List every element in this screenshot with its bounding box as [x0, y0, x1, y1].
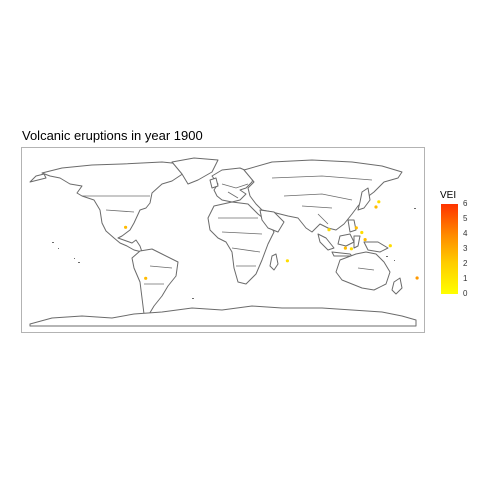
asia [243, 159, 403, 233]
small-islands [52, 208, 416, 299]
eruption-marker [415, 276, 419, 280]
sulawesi [353, 235, 361, 249]
java [331, 251, 353, 257]
eruption-marker [377, 200, 381, 204]
map-title: Volcanic eruptions in year 1900 [22, 128, 203, 143]
legend-tick-label: 3 [463, 244, 468, 253]
landmasses [29, 157, 417, 327]
greenland [171, 157, 219, 185]
eruption-marker [144, 276, 148, 280]
legend-title: VEI [440, 190, 457, 201]
madagascar [269, 253, 279, 271]
eruption-marker [349, 247, 353, 251]
new-guinea [363, 241, 389, 253]
eruption-marker [360, 230, 364, 235]
legend-tick-label: 5 [463, 214, 468, 223]
eruption-marker [343, 246, 347, 250]
sumatra [317, 233, 335, 251]
eruption-marker [285, 259, 289, 263]
legend-tick-label: 4 [463, 229, 468, 238]
eruption-marker [327, 228, 331, 232]
great-britain [209, 177, 219, 189]
new-zealand [391, 277, 403, 295]
alaska [29, 173, 47, 183]
legend-colorbar [441, 204, 458, 294]
legend-tick-label: 2 [463, 259, 468, 268]
eruption-points [124, 200, 419, 280]
north-america [41, 161, 185, 253]
borneo [337, 233, 355, 247]
world-map [29, 157, 419, 327]
legend-tick-label: 1 [463, 274, 468, 283]
eruption-marker [363, 238, 367, 242]
legend-tick-label: 6 [463, 199, 468, 208]
country-borders [82, 175, 375, 285]
arabia [259, 209, 285, 233]
eruption-marker [124, 225, 128, 229]
eruption-marker [374, 205, 378, 209]
japan [357, 187, 371, 211]
eruption-marker [354, 226, 358, 230]
legend-tick-label: 0 [463, 289, 468, 298]
antarctica [29, 305, 417, 327]
philippines [347, 219, 357, 233]
eruption-marker [388, 244, 392, 248]
map-panel [21, 147, 425, 333]
africa [207, 201, 275, 285]
australia [335, 251, 391, 291]
